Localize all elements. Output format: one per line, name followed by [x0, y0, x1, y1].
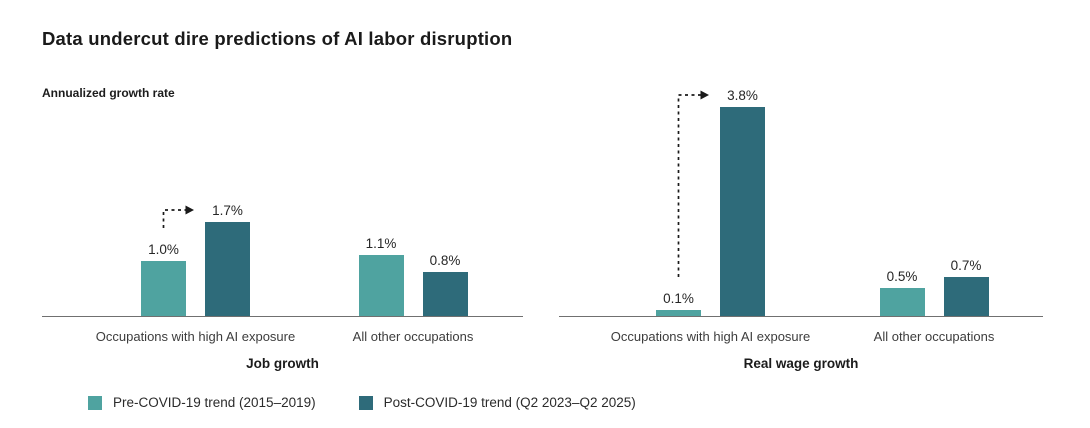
category-label: All other occupations [873, 329, 995, 344]
bar-post-covid [422, 272, 468, 316]
value-label: 0.1% [663, 291, 694, 306]
legend-label-pre-covid: Pre-COVID-19 trend (2015–2019) [113, 395, 316, 410]
legend-swatch-post-covid-icon [358, 395, 373, 410]
x-axis-real-wage-growth [559, 316, 1043, 317]
y-axis-label: Annualized growth rate [42, 86, 175, 100]
category-label: Occupations with high AI exposure [95, 329, 296, 344]
bar-pre-covid [656, 310, 701, 316]
bar-pre-covid [358, 255, 404, 316]
legend-item-pre-covid: Pre-COVID-19 trend (2015–2019) [88, 395, 316, 410]
legend-item-post-covid: Post-COVID-19 trend (Q2 2023–Q2 2025) [358, 395, 636, 410]
bar-pre-covid [879, 288, 925, 316]
value-label: 1.7% [212, 203, 243, 218]
category-label: All other occupations [352, 329, 474, 344]
bar-post-covid [943, 277, 989, 316]
value-label: 0.8% [429, 253, 461, 268]
value-label: 1.1% [365, 236, 397, 251]
panel-title: Real wage growth [743, 356, 859, 371]
value-label: 1.0% [148, 242, 179, 257]
legend-swatch-pre-covid-icon [88, 395, 102, 410]
bar-pre-covid [141, 261, 186, 316]
category-label: Occupations with high AI exposure [610, 329, 811, 344]
x-axis-job-growth [42, 316, 523, 317]
panel-title: Job growth [246, 356, 319, 371]
value-label: 3.8% [727, 88, 758, 103]
legend-label-post-covid: Post-COVID-19 trend (Q2 2023–Q2 2025) [383, 395, 636, 410]
bar-post-covid [720, 107, 765, 316]
chart-title: Data undercut dire predictions of AI lab… [42, 28, 513, 49]
value-label: 0.5% [886, 269, 918, 284]
bar-post-covid [205, 222, 250, 316]
legend: Pre-COVID-19 trend (2015–2019) Post-COVI… [88, 395, 636, 410]
value-label: 0.7% [950, 258, 982, 273]
